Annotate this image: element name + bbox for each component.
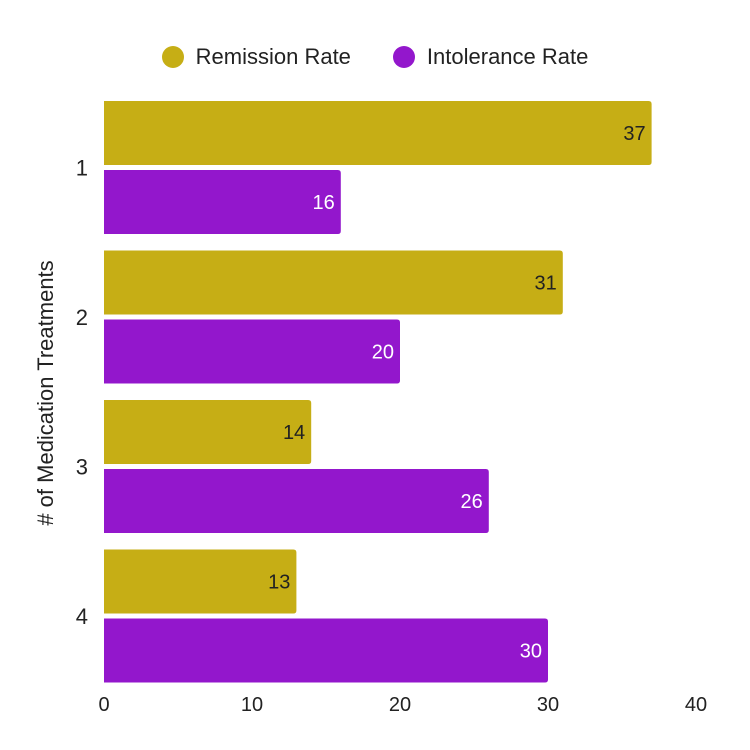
data-label-remission-rate-2: 31 (535, 273, 557, 295)
data-label-remission-rate-3: 14 (283, 422, 305, 444)
legend-item-intolerance-rate[interactable]: Intolerance Rate (392, 44, 589, 70)
chart-legend: Remission Rate Intolerance Rate (0, 44, 750, 70)
y-tick-label-3: 3 (76, 455, 88, 480)
data-label-intolerance-rate-3: 26 (461, 491, 483, 513)
data-label-remission-rate-1: 37 (623, 123, 645, 145)
legend-swatch-intolerance (392, 46, 415, 68)
x-tick-label-10: 10 (241, 694, 263, 716)
data-label-remission-rate-4: 13 (268, 572, 290, 594)
x-tick-label-0: 0 (98, 694, 109, 716)
bar-intolerance-rate-3[interactable] (104, 469, 489, 533)
y-tick-label-2: 2 (76, 305, 88, 330)
data-label-intolerance-rate-2: 20 (372, 342, 394, 364)
bar-remission-rate-1[interactable] (104, 101, 652, 165)
legend-item-remission-rate[interactable]: Remission Rate (161, 44, 351, 70)
x-tick-label-30: 30 (537, 694, 559, 716)
bar-remission-rate-3[interactable] (104, 400, 312, 464)
bar-intolerance-rate-4[interactable] (104, 618, 548, 683)
bar-intolerance-rate-2[interactable] (104, 319, 400, 384)
x-tick-label-20: 20 (389, 694, 411, 716)
legend-label-intolerance: Intolerance Rate (426, 44, 589, 69)
bar-remission-rate-4[interactable] (104, 549, 297, 614)
y-tick-label-1: 1 (76, 156, 88, 181)
y-tick-label-4: 4 (76, 604, 88, 629)
data-label-intolerance-rate-4: 30 (520, 641, 542, 663)
bar-intolerance-rate-1[interactable] (104, 170, 341, 234)
bar-remission-rate-2[interactable] (104, 250, 563, 315)
x-tick-label-40: 40 (685, 694, 707, 716)
data-label-intolerance-rate-1: 16 (313, 192, 335, 214)
legend-label-remission: Remission Rate (195, 44, 351, 69)
legend-swatch-remission (161, 46, 184, 68)
